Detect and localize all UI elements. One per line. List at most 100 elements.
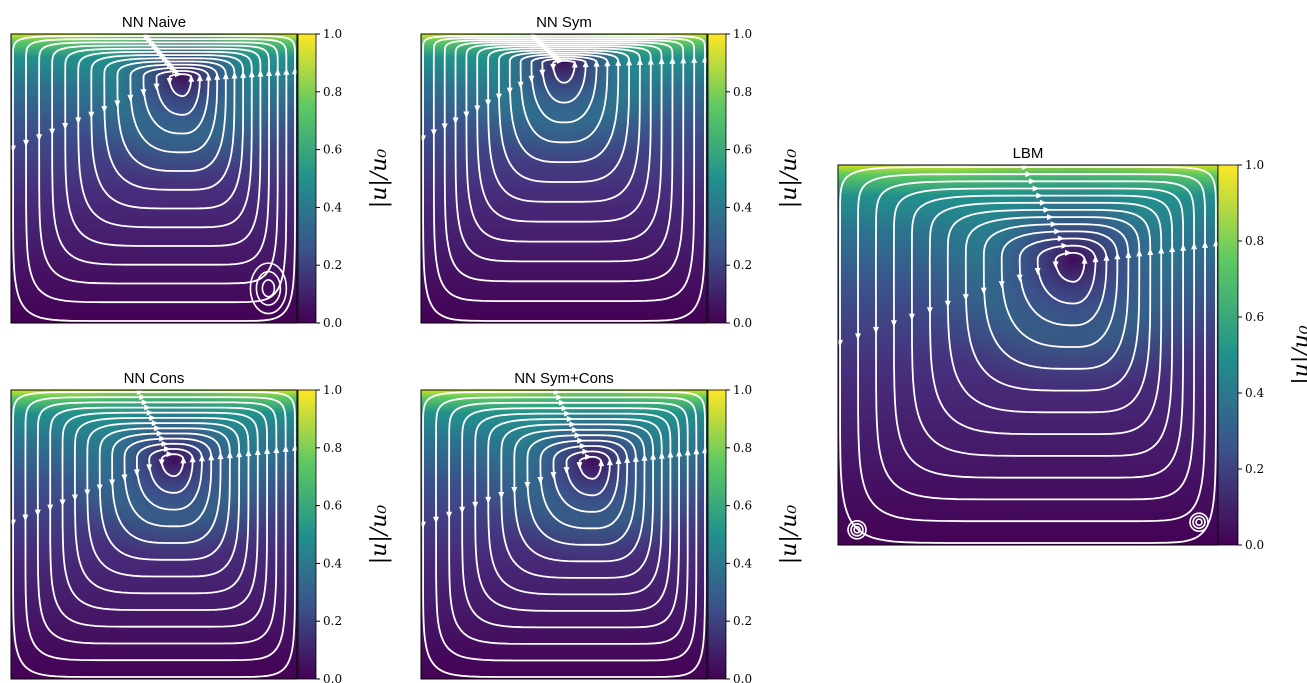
streamline-arrow [161, 440, 169, 447]
streamline-arrow [691, 55, 698, 63]
streamline-arrow [650, 452, 657, 460]
colorbar-tick-label: 0.4 [323, 556, 342, 570]
streamlines [11, 390, 297, 678]
streamline-arrow [127, 94, 134, 102]
streamline [487, 418, 663, 596]
streamline-arrow [441, 123, 448, 131]
streamline-arrow [71, 494, 78, 502]
streamline-arrow [11, 145, 16, 153]
streamline-arrow [517, 81, 524, 89]
colorbar-tick-label: 0.4 [733, 200, 752, 214]
panel-title: LBM [1013, 145, 1044, 162]
panel-2: NN Cons 0.0 0.2 0.4 0.6 0.8 1.0 |u|/u₀ [10, 370, 392, 683]
streamline-arrow [1180, 243, 1187, 251]
streamline [461, 407, 680, 629]
streamline [946, 209, 1152, 414]
streamline-arrow [1065, 249, 1073, 256]
streamline-arrow [550, 63, 557, 71]
streamline-arrow [22, 514, 29, 522]
streamline-arrow [205, 73, 212, 81]
colorbar [297, 33, 317, 324]
streamline-arrow [198, 454, 205, 462]
streamline [552, 59, 576, 84]
streamline [497, 49, 630, 183]
corner-eddy [847, 519, 867, 540]
streamline [552, 445, 620, 513]
streamline-arrow [446, 511, 453, 519]
streamline [12, 391, 296, 678]
streamline-arrow [980, 287, 987, 295]
axes-frame [420, 33, 708, 324]
colorbar-tick-label: 0.8 [1245, 234, 1264, 248]
streamline-arrow [511, 486, 518, 494]
colorbar-tick-label: 0.0 [733, 672, 752, 683]
streamline-arrow [1136, 249, 1143, 257]
colorbar [707, 33, 727, 324]
colorbar [297, 389, 317, 680]
streamline-arrow [582, 448, 590, 455]
streamline-arrow [474, 105, 481, 113]
streamline [432, 37, 696, 302]
streamline-arrow [472, 501, 479, 509]
colorbar [1217, 164, 1239, 546]
colorbar-tick-label: 0.0 [323, 316, 342, 330]
streamline-arrow [667, 450, 674, 458]
streamline-arrow [114, 100, 121, 108]
corner-eddy [853, 525, 861, 534]
streamline-arrow [1029, 178, 1037, 185]
streamline [454, 41, 674, 263]
streamline-arrow [506, 87, 513, 95]
streamline [24, 396, 287, 662]
streamline [129, 63, 219, 154]
streamline-arrow [188, 74, 195, 82]
streamline-arrow [658, 57, 665, 65]
streamline-arrow [226, 451, 233, 459]
streamline-arrow [556, 394, 564, 401]
streamline [435, 396, 698, 662]
streamline [964, 216, 1141, 392]
colorbar-label: |u|/u₀ [1289, 325, 1307, 385]
streamline-arrow [598, 459, 605, 467]
streamline [12, 35, 296, 322]
panel-3: NN Sym+Cons 0.0 0.2 0.4 0.6 0.8 1.0 |u|/u₀ [420, 370, 802, 683]
streamline-arrow [47, 504, 54, 512]
corner-eddy [1189, 512, 1209, 533]
streamline [90, 54, 244, 210]
streamline-arrow [658, 451, 665, 459]
streamline [142, 66, 210, 135]
colorbar-label: |u|/u₀ [367, 505, 392, 565]
streamline-arrow [926, 307, 933, 315]
streamline-arrow [264, 446, 271, 454]
streamline-arrow [156, 48, 164, 55]
streamline-arrow [62, 122, 69, 130]
streamline [422, 391, 706, 678]
streamline-arrow [452, 117, 459, 125]
streamline-arrow [579, 443, 587, 450]
streamline-arrow [459, 506, 466, 514]
streamline [25, 38, 288, 304]
colorbar-tick-label: 0.2 [1245, 462, 1264, 476]
streamline [123, 437, 213, 528]
streamline [111, 432, 222, 544]
colorbar-tick-label: 1.0 [323, 27, 342, 41]
colorbar-tick-label: 1.0 [1245, 158, 1264, 172]
streamline-arrow [11, 519, 16, 527]
streamline-arrow [498, 491, 505, 499]
streamline-arrow [158, 459, 165, 467]
streamline-arrow [154, 425, 162, 432]
streamline [86, 422, 241, 578]
colorbar-tick-label: 0.0 [733, 316, 752, 330]
streamline-arrow [566, 416, 574, 423]
streamline-arrow [240, 70, 247, 78]
streamline-arrow [96, 484, 103, 492]
streamline-arrow [151, 42, 159, 49]
streamline-arrow [571, 60, 578, 68]
streamline-arrow [159, 52, 167, 59]
streamline-arrow [1036, 192, 1044, 199]
streamline-arrow [463, 111, 470, 119]
streamline-arrow [561, 405, 569, 412]
streamline-arrow [528, 75, 535, 83]
streamline [530, 55, 598, 124]
streamline-arrow [1043, 206, 1051, 213]
streamline [500, 423, 654, 579]
